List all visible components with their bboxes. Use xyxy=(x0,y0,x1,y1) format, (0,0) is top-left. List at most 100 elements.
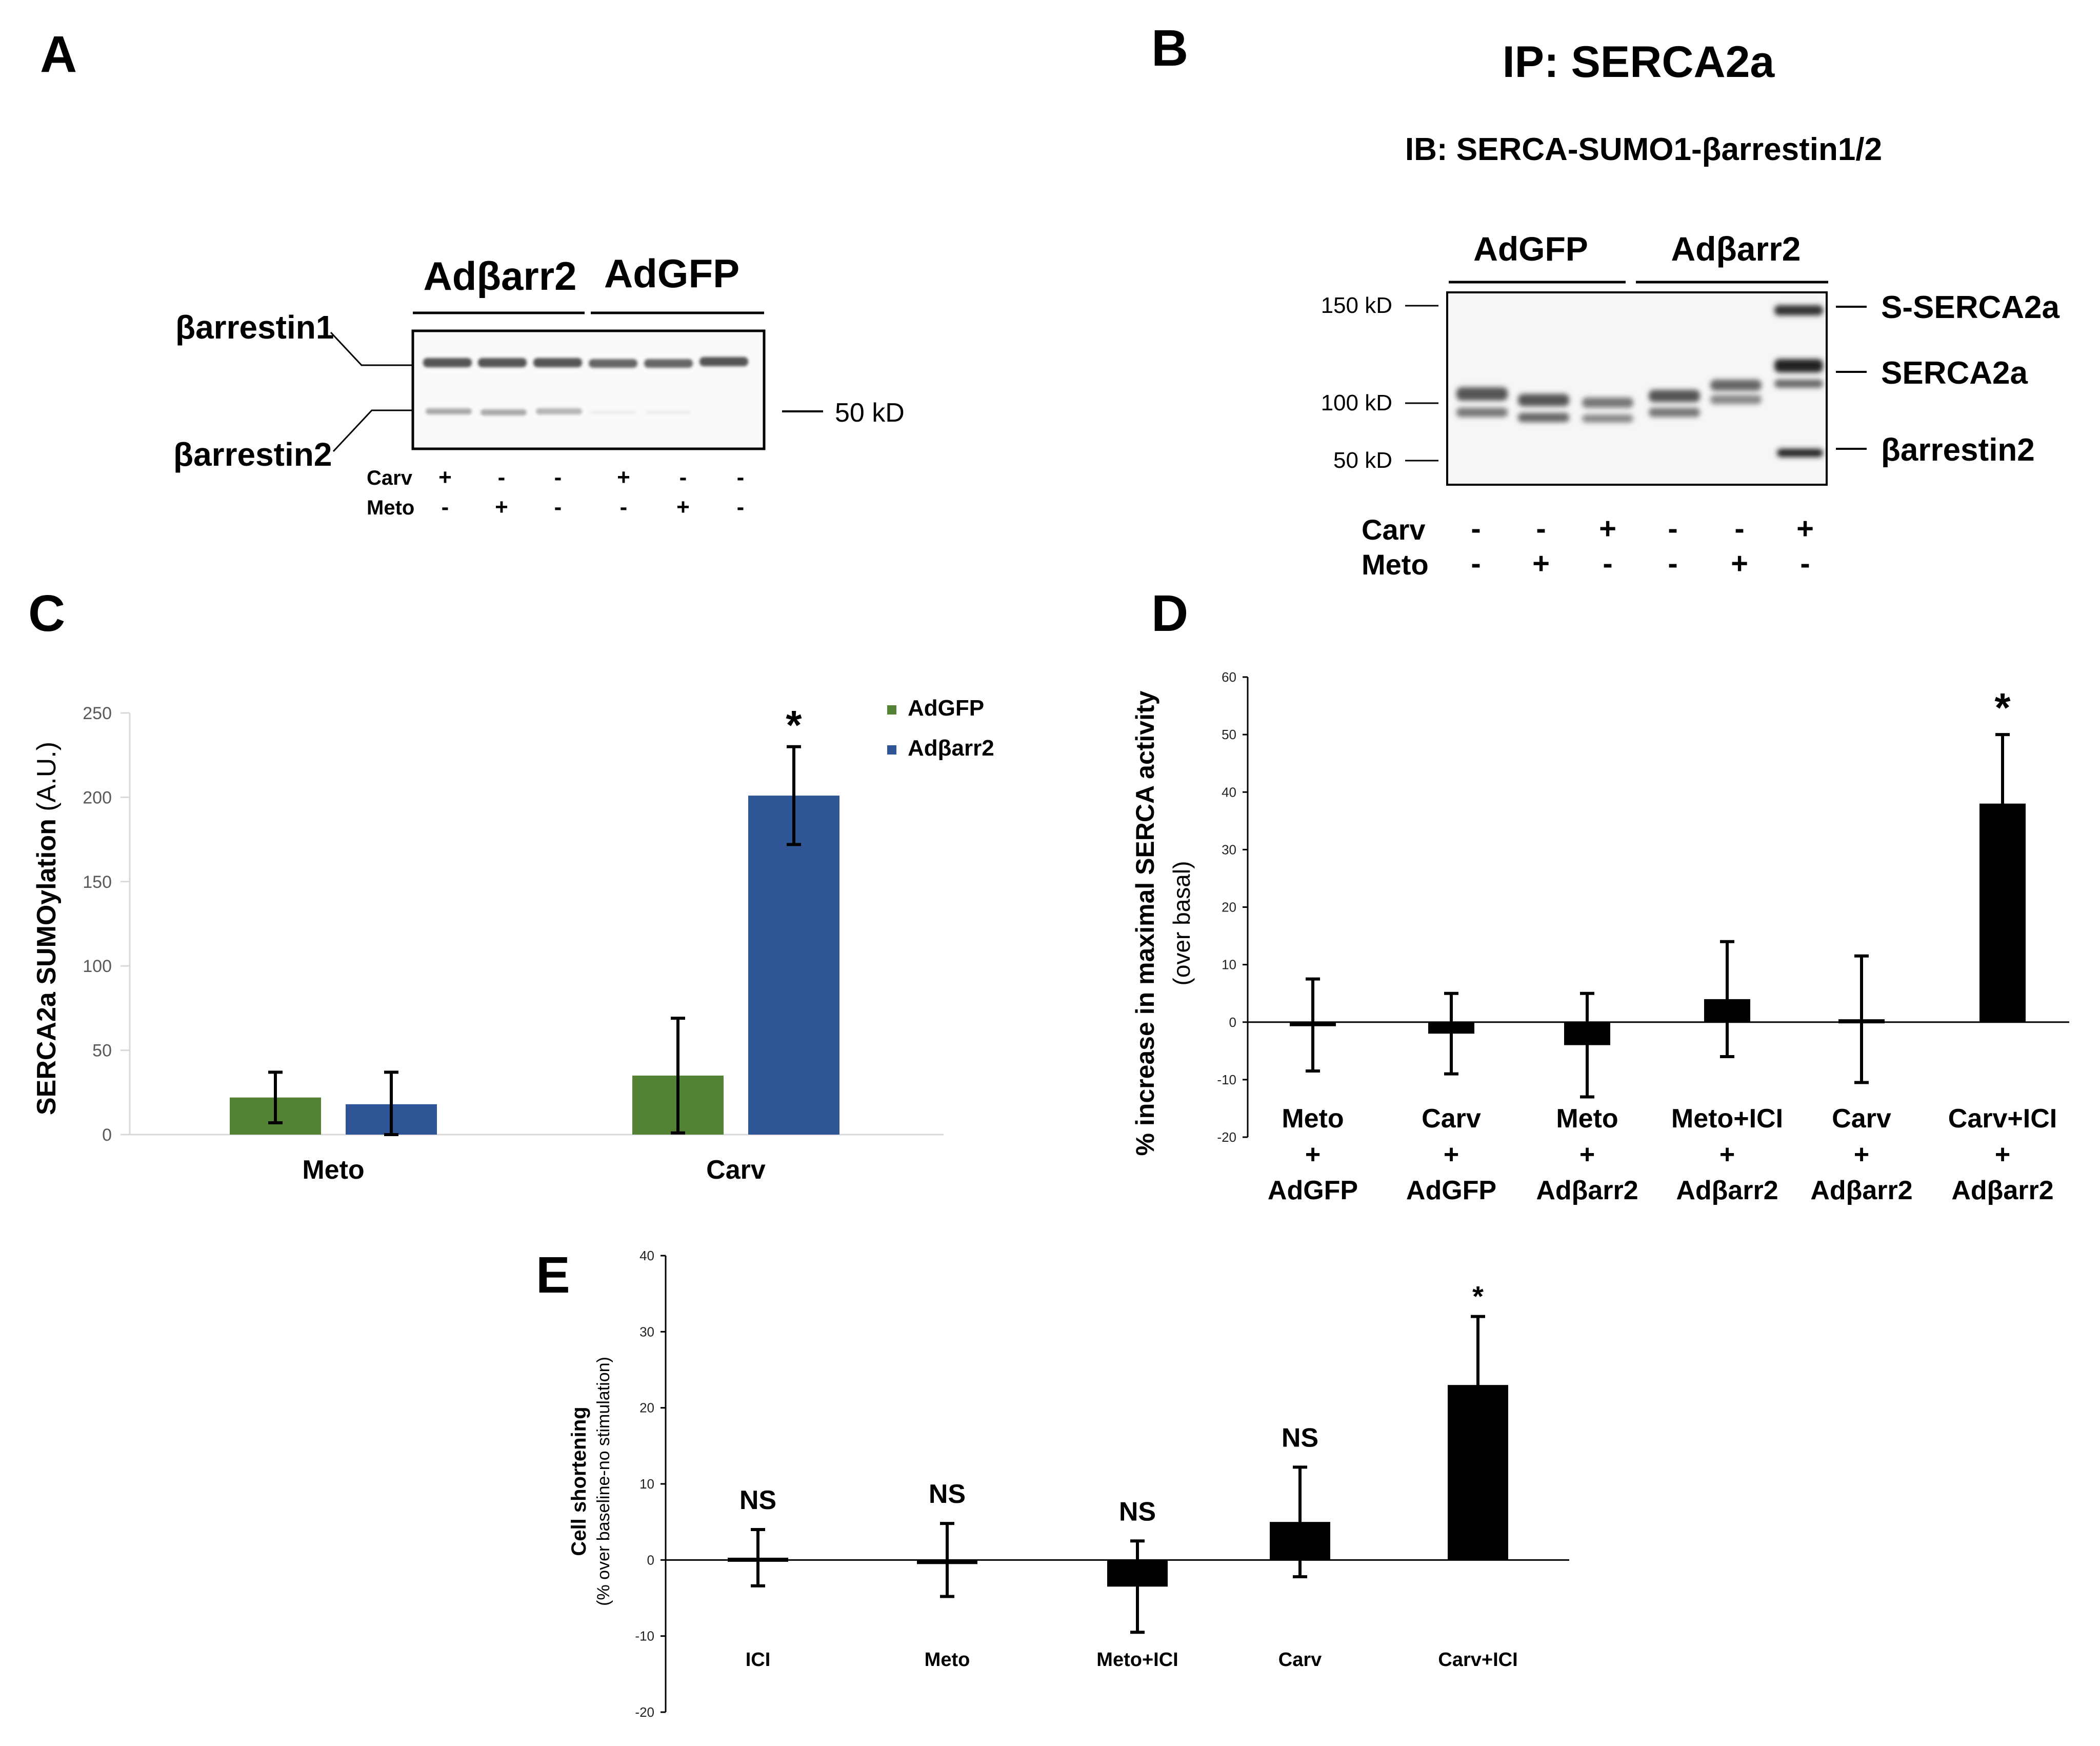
x-category-label: + xyxy=(1719,1140,1735,1169)
band xyxy=(589,359,637,368)
band xyxy=(1518,413,1569,422)
panel-letter-c: C xyxy=(28,585,65,642)
panel-letter-d: D xyxy=(1151,585,1188,642)
x-category-label: Adβarr2 xyxy=(1676,1176,1778,1205)
x-category-label: ICI xyxy=(746,1649,771,1671)
y-axis-label-main: SERCA2a SUMOylation xyxy=(32,819,62,1115)
significance-marker: * xyxy=(786,702,802,748)
band xyxy=(1774,359,1823,372)
blot-b xyxy=(1446,291,1828,486)
x-category-label: Carv xyxy=(1278,1649,1322,1671)
band-s-serca2a: S-SERCA2a xyxy=(1881,290,2060,325)
y-tick-label: -10 xyxy=(1217,1072,1236,1087)
band xyxy=(1649,390,1700,402)
row-meto-label: Meto xyxy=(1362,548,1429,581)
significance-marker: * xyxy=(1472,1280,1484,1313)
treatment-sign: + xyxy=(1731,547,1748,580)
band-serca2a: SERCA2a xyxy=(1881,355,2028,391)
band-barrestin2: βarrestin2 xyxy=(1881,432,2035,468)
y-tick-label: 100 xyxy=(83,957,112,976)
significance-marker: NS xyxy=(929,1479,966,1509)
group2-label: AdGFP xyxy=(604,251,739,296)
band2-label: βarrestin2 xyxy=(173,436,332,473)
marker-100kd: 100 kD xyxy=(1321,390,1392,415)
legend-label: Adβarr2 xyxy=(908,736,994,761)
band xyxy=(1518,394,1569,406)
x-category-label: Meto+ICI xyxy=(1096,1649,1178,1671)
chart-c: 0 50 100 150 200 250 Meto Carv * AdGFP Adβarr2 SERC… xyxy=(32,696,994,1185)
group1-label: Adβarr2 xyxy=(423,253,576,299)
marker-150kd: 150 kD xyxy=(1321,293,1392,318)
x-category-label: + xyxy=(1854,1140,1869,1169)
treatment-sign: - xyxy=(1536,512,1546,545)
x-category-label: AdGFP xyxy=(1406,1176,1496,1205)
y-tick-label: 0 xyxy=(102,1125,112,1145)
treatment-sign: - xyxy=(1603,547,1612,580)
y-tick-label: 40 xyxy=(639,1248,654,1263)
x-category-label: Adβarr2 xyxy=(1536,1176,1638,1205)
treatment-sign: + xyxy=(1532,547,1550,580)
group2-label: Adβarr2 xyxy=(1671,230,1801,268)
panel-d: D -20 -10 0 10 20 30 40 50 60 Meto + AdGFP Carv + AdGF… xyxy=(1131,585,2069,1205)
y-tick-label: 50 xyxy=(1222,727,1236,742)
treatment-sign: - xyxy=(679,465,687,490)
band2-pointer xyxy=(332,409,413,452)
x-category-label: Carv xyxy=(1832,1104,1891,1134)
panel-e: E -20 -10 0 10 20 30 40 ICI Meto Meto+ICI Carv Carv… xyxy=(536,1246,1569,1720)
y-tick-label: -10 xyxy=(635,1629,654,1644)
panel-b-title: IP: SERCA2a xyxy=(1503,37,1775,87)
x-category-label: + xyxy=(1444,1140,1459,1169)
y-tick-label: 200 xyxy=(83,788,112,807)
significance-marker: NS xyxy=(1119,1497,1156,1526)
band xyxy=(1456,387,1508,401)
y-tick-label: 60 xyxy=(1222,669,1236,685)
treatment-sign: - xyxy=(498,465,506,490)
x-category-label: Carv+ICI xyxy=(1948,1104,2057,1134)
treatment-sign: + xyxy=(438,465,452,490)
meto-signs-a: - + - - + - xyxy=(442,494,745,520)
x-category-label: Adβarr2 xyxy=(1951,1176,2053,1205)
x-category-label: Carv xyxy=(1422,1104,1481,1134)
y-tick-label: 20 xyxy=(1222,900,1236,915)
y-tick-label: 30 xyxy=(1222,842,1236,857)
legend-swatch xyxy=(887,745,896,755)
x-category-label: + xyxy=(1995,1140,2010,1169)
x-category-label: Carv+ICI xyxy=(1438,1649,1517,1671)
y-axis-label: Cell shortening xyxy=(568,1406,590,1556)
band xyxy=(423,358,472,367)
carv-signs-a: + - - + - - xyxy=(438,465,744,490)
panel-c: C 0 50 100 150 200 250 Meto Carv * AdGFP Adβarr2 SE… xyxy=(28,585,994,1185)
carv-signs-b: - - + - - + xyxy=(1471,512,1814,545)
band xyxy=(1774,380,1823,388)
x-category-label: + xyxy=(1579,1140,1595,1169)
y-axis-label: % increase in maximal SERCA activity xyxy=(1131,690,1159,1156)
treatment-sign: + xyxy=(1796,512,1814,545)
x-category-label: Meto xyxy=(1556,1104,1618,1134)
x-category-label: Meto+ICI xyxy=(1671,1104,1783,1134)
y-tick-label: -20 xyxy=(635,1704,654,1720)
y-tick-label: 0 xyxy=(647,1552,654,1568)
x-category-label: + xyxy=(1305,1140,1321,1169)
chart-e: -20 -10 0 10 20 30 40 ICI Meto Meto+ICI Carv Carv+I… xyxy=(568,1248,1569,1720)
treatment-sign: - xyxy=(1800,547,1810,580)
y-tick-label: 250 xyxy=(83,704,112,723)
y-tick-label: 10 xyxy=(1222,957,1236,973)
y-tick-label: 0 xyxy=(1229,1015,1236,1030)
blot-a-bands-barr1 xyxy=(423,357,748,368)
x-category-label: Meto xyxy=(302,1155,364,1185)
band xyxy=(1710,380,1762,391)
row-carv-label: Carv xyxy=(1362,513,1426,546)
band xyxy=(1710,395,1762,404)
panel-a: A Adβarr2 AdGFP βarrestin1 βarrestin2 50… xyxy=(40,26,905,520)
band xyxy=(426,408,472,414)
chart-d: -20 -10 0 10 20 30 40 50 60 Meto + AdGFP Carv + AdGFP M… xyxy=(1131,669,2069,1205)
treatment-sign: + xyxy=(617,465,630,490)
blot-a-bands-barr2 xyxy=(426,408,691,415)
band xyxy=(478,358,527,367)
x-category-label: Meto xyxy=(1282,1104,1344,1134)
band xyxy=(536,408,582,414)
band xyxy=(1649,408,1700,417)
band1-pointer xyxy=(330,331,413,366)
band xyxy=(1582,398,1633,408)
